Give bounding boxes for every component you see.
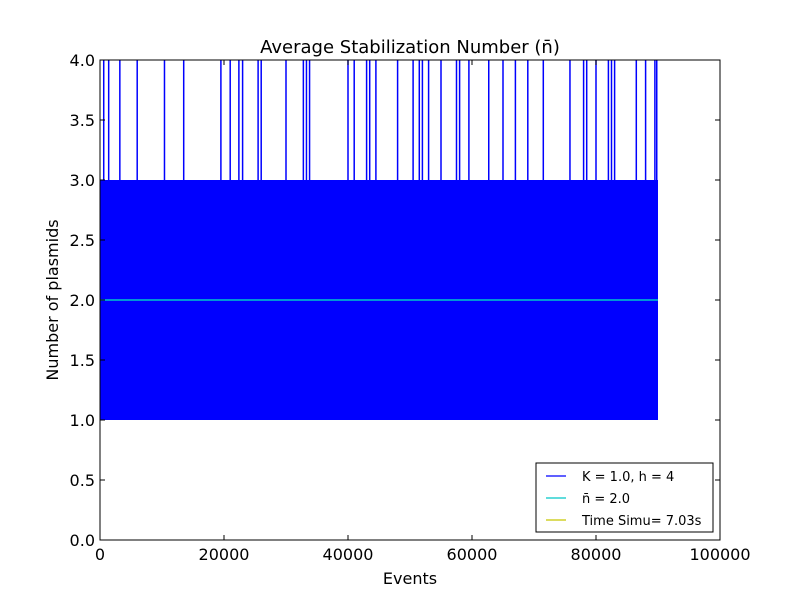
x-axis-label: Events xyxy=(383,569,437,588)
y-tick-label-0: 0.0 xyxy=(70,531,95,550)
chart-title: Average Stabilization Number (n̄) xyxy=(260,37,560,58)
ticks-layer: 0 20000 40000 60000 80000 100000 0.0 0.5 1.0 1.5 2… xyxy=(70,51,751,564)
x-tick-label-4: 80000 xyxy=(571,545,622,564)
y-tick-label-8: 4.0 xyxy=(70,51,95,70)
x-tick-label-5: 100000 xyxy=(689,545,750,564)
y-axis-label: Number of plasmids xyxy=(43,219,62,380)
y-tick-label-7: 3.5 xyxy=(70,111,95,130)
y-tick-label-4: 2.0 xyxy=(70,291,95,310)
y-tick-label-6: 3.0 xyxy=(70,171,95,190)
x-tick-label-0: 0 xyxy=(95,545,105,564)
y-tick-label-1: 0.5 xyxy=(70,471,95,490)
legend-entry-nbar: n̄ = 2.0 xyxy=(582,492,630,507)
y-tick-label-2: 1.0 xyxy=(70,411,95,430)
y-tick-label-3: 1.5 xyxy=(70,351,95,370)
x-tick-label-1: 20000 xyxy=(199,545,250,564)
x-tick-label-2: 40000 xyxy=(323,545,374,564)
x-tick-label-3: 60000 xyxy=(447,545,498,564)
y-tick-label-5: 2.5 xyxy=(70,231,95,250)
legend-entry-time: Time Simu= 7.03s xyxy=(581,514,702,529)
legend: K = 1.0, h = 4 n̄ = 2.0 Time Simu= 7.03s xyxy=(535,462,714,533)
data-layer xyxy=(100,60,658,420)
legend-entry-k: K = 1.0, h = 4 xyxy=(582,470,674,485)
